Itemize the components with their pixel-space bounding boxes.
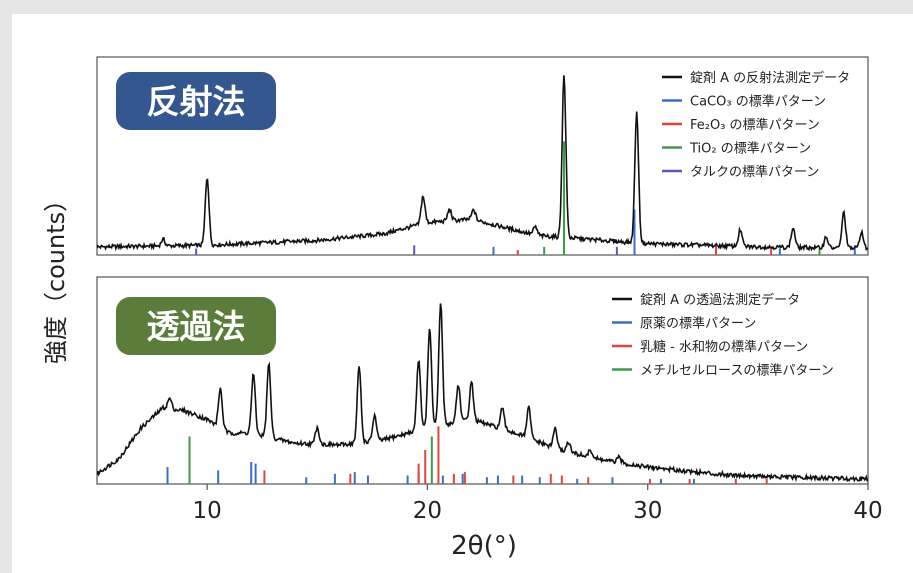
- xrd-chart: 反射法 錠剤 A の反射法測定データ CaCO₃ の標準パターン Fe₂O₃ の標準パ…: [42, 56, 883, 561]
- legend-label-2-3: 乳糖 - 水和物の標準パターン: [640, 339, 808, 355]
- x-tick-label-4: 40: [853, 498, 882, 524]
- legend-label-1-5: タルクの標準パターン: [690, 164, 819, 180]
- panel-1: 反射法 錠剤 A の反射法測定データ CaCO₃ の標準パターン Fe₂O₃ の標準パ…: [96, 56, 869, 256]
- legend-label-2-1: 錠剤 A の透過法測定データ: [640, 292, 800, 308]
- legend-label-2-4: メチルセルロースの標準パターン: [640, 363, 834, 379]
- x-tick-label-3: 30: [633, 498, 662, 524]
- badge-2: [116, 297, 276, 355]
- badge-1: [116, 72, 276, 130]
- x-tick-label-2: 20: [413, 498, 442, 524]
- legend-label-2-2: 原薬の標準パターン: [640, 316, 756, 332]
- legend-label-1-3: Fe₂O₃ の標準パターン: [690, 117, 820, 133]
- x-tick-label-1: 10: [193, 498, 222, 524]
- legend-label-1-4: TiO₂ の標準パターン: [689, 141, 811, 157]
- badge-label-1: 反射法: [147, 82, 246, 121]
- legend-label-1-2: CaCO₃ の標準パターン: [690, 94, 826, 110]
- pattern-line-2: [97, 303, 868, 483]
- badge-label-2: 透過法: [147, 307, 246, 346]
- legend-label-1-1: 錠剤 A の反射法測定データ: [690, 70, 850, 86]
- chart-card: 反射法 錠剤 A の反射法測定データ CaCO₃ の標準パターン Fe₂O₃ の標準パ…: [12, 14, 913, 573]
- y-axis-label: 強度（counts）: [42, 188, 70, 364]
- x-axis-label: 2θ(°): [451, 531, 517, 561]
- pattern-line-1: [97, 75, 868, 252]
